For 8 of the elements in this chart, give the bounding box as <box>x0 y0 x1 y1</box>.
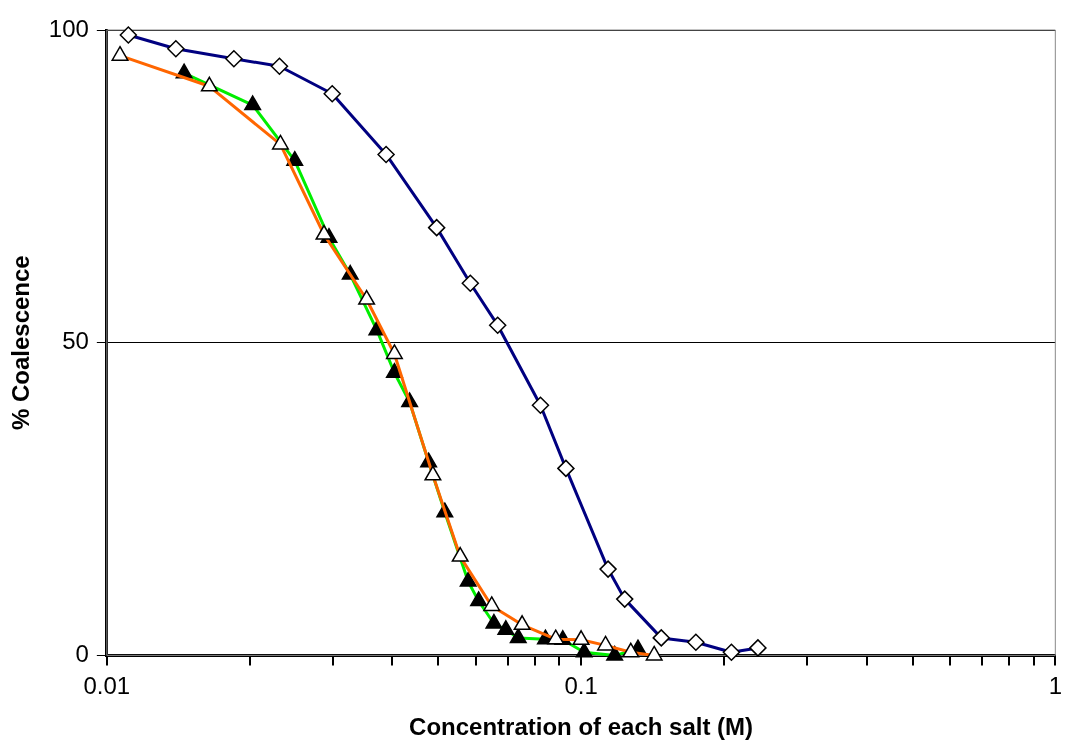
x-tick-label: 1 <box>1048 672 1063 700</box>
x-tick-label: 0.01 <box>83 672 131 700</box>
y-tick-label: 50 <box>62 327 89 355</box>
y-tick-label: 100 <box>48 14 89 42</box>
y-tick-label: 0 <box>75 640 89 668</box>
x-tick-label: 0.1 <box>564 672 598 700</box>
x-axis-title: Concentration of each salt (M) <box>409 713 754 741</box>
y-axis-title: % Coalescence <box>7 255 35 431</box>
